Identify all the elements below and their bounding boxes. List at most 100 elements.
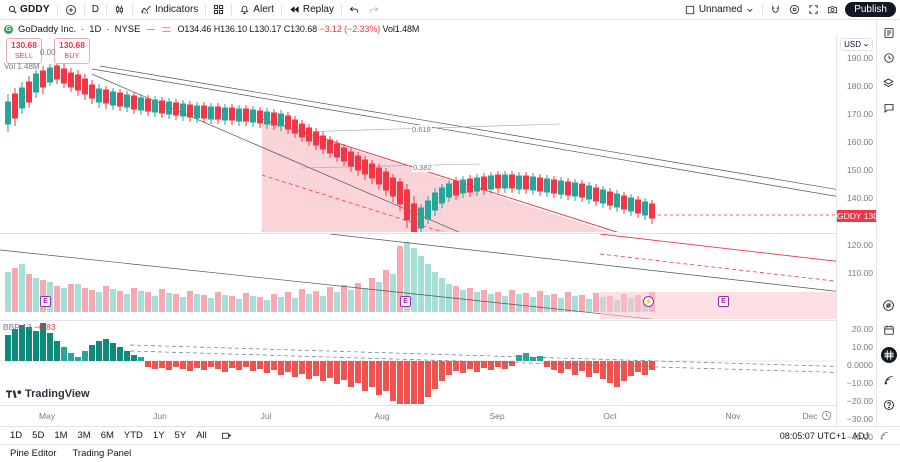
camera-button[interactable] xyxy=(823,2,842,18)
fullscreen-button[interactable] xyxy=(804,2,823,18)
current-price-tag[interactable]: GDDY 130.68 xyxy=(837,210,890,222)
dividend-marker[interactable]: ⚡ xyxy=(643,296,654,307)
chart-body: 130.68 SELL 130.68 BUY 0.00 Vol 1.48M 0. xyxy=(0,36,890,442)
tradingview-name: TradingView xyxy=(25,388,90,400)
alerts-clock-icon[interactable] xyxy=(881,50,897,66)
bbp-pane[interactable]: BBP 13 −6.83 xyxy=(0,320,836,404)
symbol-search-button[interactable]: GDDY xyxy=(4,2,54,18)
ideas-icon[interactable] xyxy=(881,297,897,313)
divider xyxy=(341,3,342,16)
current-price-value: 130.68 xyxy=(863,211,890,221)
chevron-down-icon xyxy=(863,42,869,48)
trading-panel-tab[interactable]: Trading Panel xyxy=(72,448,132,459)
magnet-button[interactable] xyxy=(766,2,785,18)
price-tick: 140.00 xyxy=(847,193,873,203)
chat-icon[interactable] xyxy=(881,100,897,116)
top-toolbar: GDDY D I xyxy=(0,0,900,20)
buy-label: BUY xyxy=(64,52,80,60)
apps-grid-icon[interactable] xyxy=(880,347,897,363)
publish-button[interactable]: Publish xyxy=(845,2,896,17)
divider xyxy=(762,3,764,16)
change-value: −3.12 xyxy=(319,24,342,34)
chart-panes[interactable]: 130.68 SELL 130.68 BUY 0.00 Vol 1.48M 0. xyxy=(0,36,836,426)
pine-editor-tab[interactable]: Pine Editor xyxy=(10,448,57,459)
snapshot-target-button[interactable] xyxy=(785,2,804,18)
settings-icon[interactable] xyxy=(161,25,172,34)
magnet-icon xyxy=(770,4,781,15)
chevron-down-icon xyxy=(746,6,754,14)
add-symbol-button[interactable] xyxy=(61,2,81,18)
volume-pane[interactable]: E E ⚡ E xyxy=(0,233,836,319)
price-pane[interactable]: 130.68 SELL 130.68 BUY 0.00 Vol 1.48M 0. xyxy=(0,36,836,232)
legend-exchange[interactable]: NYSE xyxy=(114,23,141,35)
timeframe-5y[interactable]: 5Y xyxy=(174,430,187,441)
undo-button[interactable] xyxy=(345,2,364,18)
legend-company-name[interactable]: GoDaddy Inc. xyxy=(18,23,77,35)
time-tick: Jun xyxy=(153,411,167,421)
eye-icon[interactable] xyxy=(145,25,156,34)
earnings-marker[interactable]: E xyxy=(718,296,729,307)
timeframe-6m[interactable]: 6M xyxy=(100,430,114,441)
price-tick: 180.00 xyxy=(847,81,873,91)
time-tick: Dec xyxy=(802,411,818,421)
indicators-button[interactable]: Indicators xyxy=(136,2,202,18)
search-icon xyxy=(8,5,17,14)
interval-button[interactable]: D xyxy=(88,2,103,18)
time-tick: Aug xyxy=(374,411,390,421)
time-axis[interactable]: May Jun Jul Aug Sep Oct Nov Dec xyxy=(0,405,836,426)
broadcast-icon[interactable] xyxy=(875,429,894,442)
date-range-icon[interactable] xyxy=(217,429,236,442)
earnings-marker[interactable]: E xyxy=(40,296,51,307)
tradingview-logo-icon xyxy=(6,389,22,400)
volume-legend-top: Vol 1.48M xyxy=(4,62,40,71)
alert-button[interactable]: Alert xyxy=(235,2,278,18)
redo-icon xyxy=(368,4,379,15)
price-axis[interactable]: USD 190.00 180.00 170.00 160.00 150.00 1… xyxy=(836,36,890,442)
timeframe-3m[interactable]: 3M xyxy=(77,430,91,441)
time-tick: Oct xyxy=(603,411,617,421)
redo-button[interactable] xyxy=(364,2,383,18)
timeframe-all[interactable]: All xyxy=(196,430,207,441)
chart-style-button[interactable] xyxy=(110,2,129,18)
layout-name-button[interactable]: Unnamed xyxy=(680,2,759,18)
sell-label: SELL xyxy=(14,52,34,60)
price-tick: 170.00 xyxy=(847,109,873,119)
time-tick: Nov xyxy=(725,411,741,421)
chart-legend: G GoDaddy Inc. · 1D · NYSE O134.46 H136.… xyxy=(0,20,876,36)
buy-button[interactable]: 130.68 BUY xyxy=(54,38,90,64)
calendar-icon[interactable] xyxy=(881,322,897,338)
bottom-toolbar: 1D 5D 1M 3M 6M YTD 1Y 5Y All 08:05:07 UT… xyxy=(0,426,900,444)
replay-label: Replay xyxy=(302,4,334,15)
main-area: G GoDaddy Inc. · 1D · NYSE O134.46 H136.… xyxy=(0,20,900,442)
alert-clock-icon xyxy=(239,4,250,15)
data-window-icon[interactable] xyxy=(881,75,897,91)
sell-button[interactable]: 130.68 SELL xyxy=(6,38,42,64)
price-tick: 160.00 xyxy=(847,137,873,147)
right-sidebar xyxy=(876,20,900,426)
legend-interval[interactable]: 1D xyxy=(89,23,102,35)
timeframe-5d[interactable]: 5D xyxy=(32,430,45,441)
broadcast-icon[interactable] xyxy=(881,372,897,388)
adjust-button[interactable]: ADJ xyxy=(851,430,869,441)
target-icon xyxy=(789,4,800,15)
price-chart-canvas xyxy=(5,62,836,232)
session-clock[interactable]: 08:05:07 UTC+1 xyxy=(779,430,846,441)
earnings-marker[interactable]: E xyxy=(400,296,411,307)
layout-square-icon xyxy=(685,5,695,15)
price-tick: 120.00 xyxy=(847,240,873,250)
watchlist-icon[interactable] xyxy=(881,25,897,41)
currency-selector[interactable]: USD xyxy=(840,38,873,51)
fib-label-0618: 0.618 xyxy=(411,125,432,134)
current-price-symbol: GDDY xyxy=(837,211,862,221)
divider xyxy=(105,3,107,16)
clock-settings-icon[interactable] xyxy=(821,410,832,421)
high-label: H xyxy=(213,24,221,34)
timeframe-1y[interactable]: 1Y xyxy=(152,430,165,441)
timeframe-1d[interactable]: 1D xyxy=(10,430,23,441)
timeframe-ytd[interactable]: YTD xyxy=(123,430,143,441)
bbp-tick: −30.00 xyxy=(846,414,873,424)
replay-button[interactable]: Replay xyxy=(285,2,338,18)
support-icon[interactable] xyxy=(881,397,897,413)
timeframe-1m[interactable]: 1M xyxy=(54,430,68,441)
templates-button[interactable] xyxy=(209,2,228,18)
